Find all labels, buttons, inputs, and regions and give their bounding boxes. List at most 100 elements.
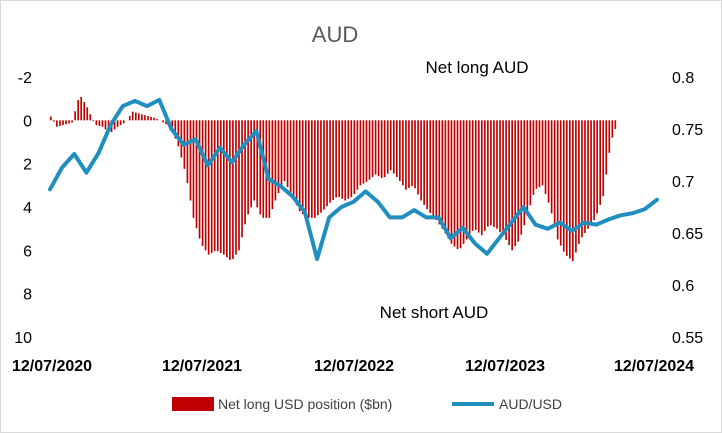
bar <box>289 120 292 194</box>
bar <box>56 120 58 127</box>
bar <box>614 120 617 129</box>
bar <box>274 120 277 201</box>
bar <box>320 120 322 213</box>
bar <box>429 120 432 214</box>
bar <box>253 120 256 201</box>
bar <box>386 120 389 174</box>
bar <box>98 120 101 126</box>
bar <box>92 120 95 122</box>
bar <box>447 120 450 239</box>
chart-title: AUD <box>312 22 358 47</box>
bar <box>50 116 52 121</box>
bar <box>122 120 125 124</box>
bar <box>611 120 614 138</box>
bar <box>365 120 368 182</box>
right-tick-label: 0.55 <box>672 330 703 347</box>
bar <box>395 120 398 178</box>
bar <box>456 120 459 250</box>
bar <box>487 120 489 227</box>
bar <box>141 114 143 121</box>
bar <box>405 120 407 190</box>
left-tick-label: 10 <box>14 330 32 347</box>
bar <box>526 120 529 216</box>
bar <box>280 120 283 188</box>
bar-series <box>50 96 617 262</box>
bar <box>502 120 504 236</box>
bar <box>335 120 337 198</box>
bar <box>241 120 243 238</box>
bar <box>71 120 73 123</box>
bar <box>505 120 507 240</box>
bar <box>514 120 517 246</box>
bar <box>147 116 149 121</box>
left-tick-label: 4 <box>23 200 32 217</box>
bar <box>426 120 429 210</box>
bar <box>238 120 240 251</box>
bar <box>134 112 137 121</box>
bar <box>380 120 383 178</box>
bar <box>244 120 246 225</box>
bar <box>590 120 592 225</box>
bar <box>490 120 492 226</box>
bar <box>477 120 480 233</box>
aud-usd-line <box>48 97 659 261</box>
bar <box>338 120 340 198</box>
legend: Net long USD position ($bn) AUD/USD <box>172 396 562 412</box>
bar <box>174 120 177 139</box>
bar <box>298 120 301 212</box>
bar <box>493 120 495 227</box>
bar <box>411 120 413 187</box>
bar <box>83 102 86 121</box>
right-tick-label: 0.6 <box>672 278 694 295</box>
bar <box>484 120 486 231</box>
bar <box>80 96 83 121</box>
bar <box>371 120 374 178</box>
bar <box>438 120 441 225</box>
bar <box>471 120 474 231</box>
legend-label-bars: Net long USD position ($bn) <box>218 396 392 412</box>
legend-label-line: AUD/USD <box>499 396 562 412</box>
line-series <box>48 97 659 261</box>
bar <box>119 120 122 126</box>
bar <box>544 120 547 194</box>
bar <box>414 120 416 189</box>
annotation-net-long: Net long AUD <box>426 58 529 77</box>
bar <box>584 120 586 233</box>
bar <box>332 120 334 201</box>
bar <box>86 107 89 121</box>
bar <box>314 120 316 218</box>
bar <box>104 120 107 130</box>
x-tick-label: 12/07/2020 <box>12 358 92 375</box>
bar <box>523 120 526 226</box>
bar <box>383 120 386 178</box>
bar <box>153 117 155 121</box>
bar <box>450 120 453 244</box>
bar <box>559 120 562 246</box>
bar <box>529 120 532 206</box>
bar <box>277 120 280 194</box>
bar <box>399 120 401 181</box>
bar <box>350 120 353 198</box>
bar <box>232 120 234 259</box>
bar <box>207 120 210 255</box>
bar <box>150 116 152 121</box>
bar <box>250 120 252 208</box>
bar <box>113 120 116 130</box>
right-tick-label: 0.8 <box>672 70 694 87</box>
right-tick-label: 0.7 <box>672 174 694 191</box>
bar <box>568 120 571 259</box>
bar <box>53 120 55 122</box>
bar <box>359 120 362 186</box>
bar <box>535 120 538 189</box>
bar <box>210 120 213 253</box>
bar <box>344 120 347 201</box>
bar <box>271 120 274 210</box>
bar <box>247 120 249 215</box>
bar <box>496 120 498 229</box>
bar <box>572 120 574 262</box>
bar <box>517 120 520 242</box>
bar <box>368 120 371 180</box>
bar <box>474 120 477 230</box>
bar <box>223 120 225 255</box>
